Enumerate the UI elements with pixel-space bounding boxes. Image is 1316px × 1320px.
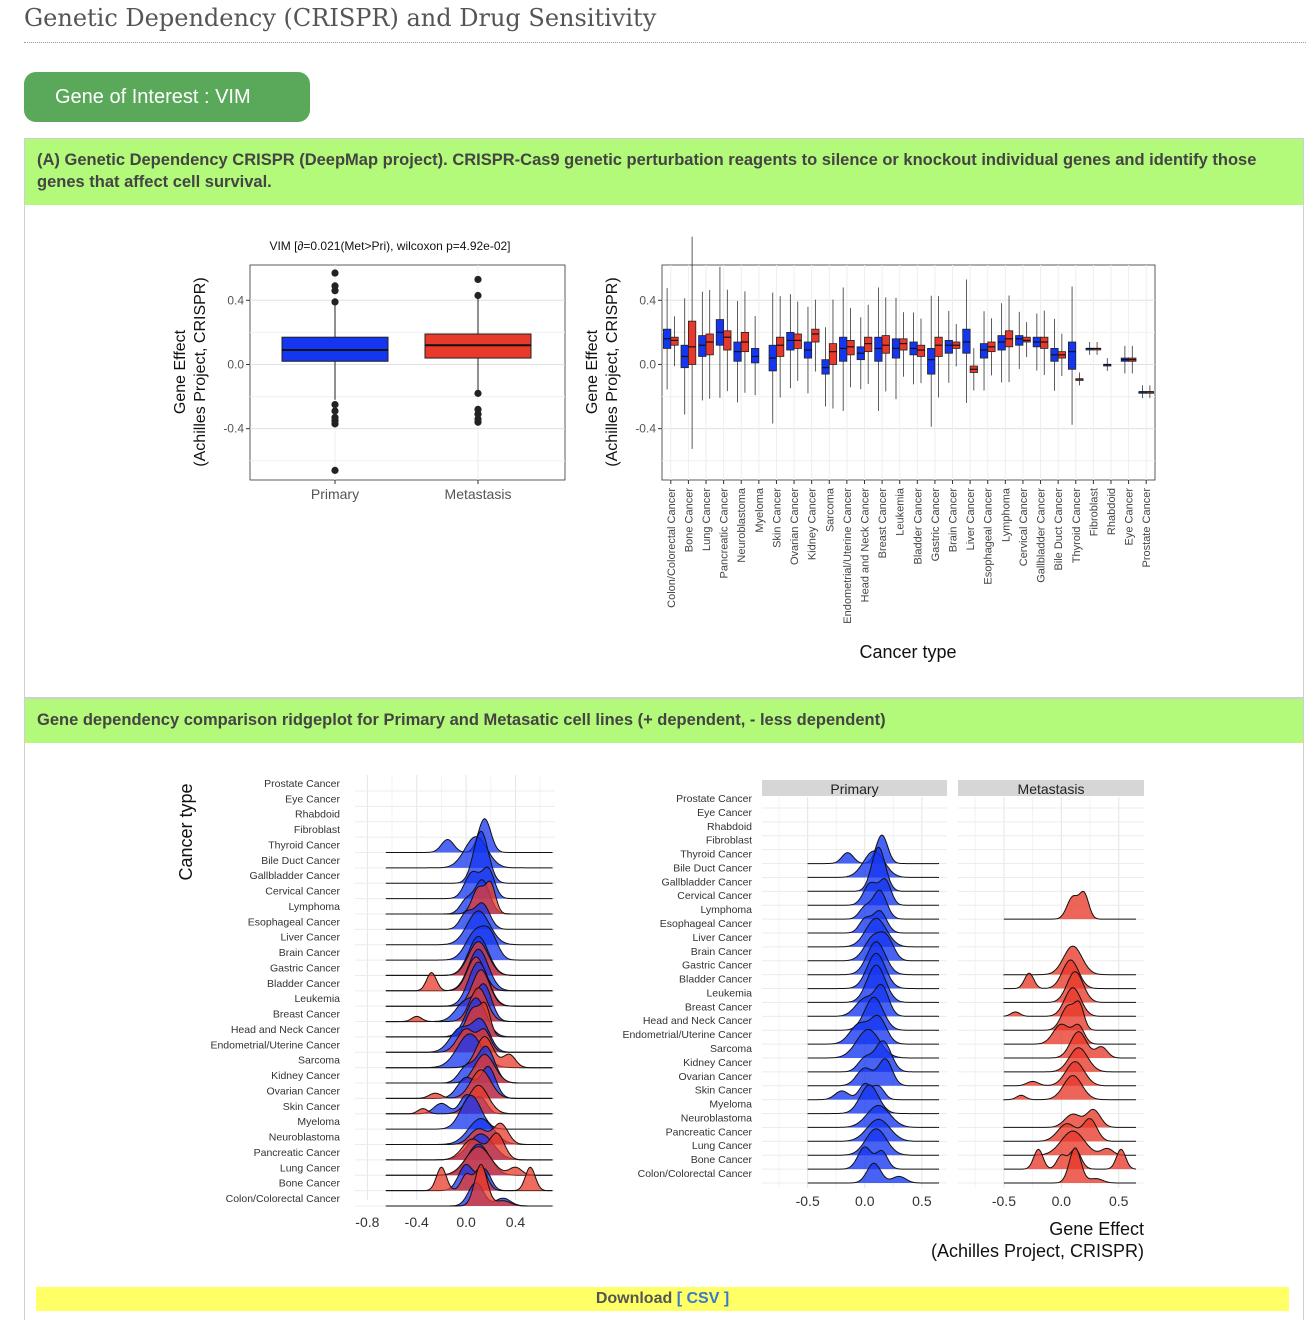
title-divider xyxy=(24,42,1306,43)
crispr-panel: (A) Genetic Dependency CRISPR (DeepMap p… xyxy=(24,138,1304,698)
download-label: Download xyxy=(595,1290,673,1307)
gene-of-interest-button[interactable]: Gene of Interest : VIM xyxy=(24,72,310,122)
download-bar: Download [ CSV ] xyxy=(36,1287,1289,1311)
download-csv-link[interactable]: [ CSV ] xyxy=(676,1290,730,1307)
ridgeplot-panel: Gene dependency comparison ridgeplot for… xyxy=(24,698,1304,1320)
ridgeplot-panel-heading: Gene dependency comparison ridgeplot for… xyxy=(25,699,1303,743)
crispr-panel-heading: (A) Genetic Dependency CRISPR (DeepMap p… xyxy=(25,139,1303,205)
page-title: Genetic Dependency (CRISPR) and Drug Sen… xyxy=(24,4,657,32)
